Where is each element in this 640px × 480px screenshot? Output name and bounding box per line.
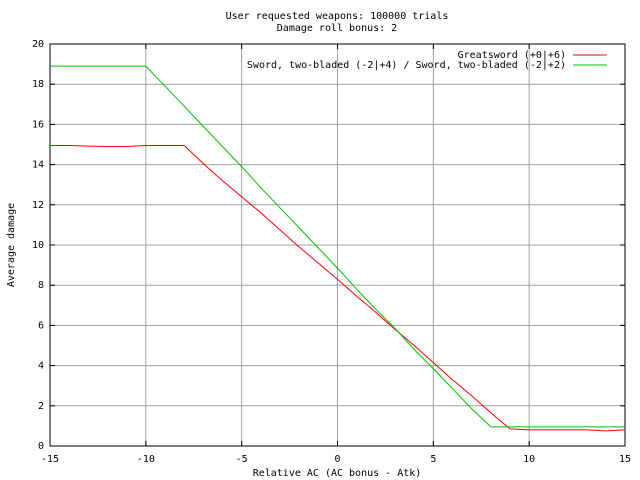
x-tick-label: -10	[137, 454, 155, 465]
y-axis-label: Average damage	[6, 203, 17, 287]
chart-subtitle: Damage roll bonus: 2	[277, 23, 397, 34]
legend-label-1: Greatsword (+0|+6)	[458, 50, 566, 61]
legend-label-2: Sword, two-bladed (-2|+4) / Sword, two-b…	[247, 60, 566, 71]
x-tick-label: -15	[41, 454, 59, 465]
y-tick-label: 2	[38, 401, 44, 412]
y-tick-label: 18	[32, 79, 44, 90]
x-tick-label: 0	[334, 454, 340, 465]
legend: Greatsword (+0|+6)Sword, two-bladed (-2|…	[247, 50, 607, 71]
y-tick-label: 6	[38, 320, 44, 331]
x-tick-label: 15	[619, 454, 631, 465]
y-tick-label: 10	[32, 240, 44, 251]
y-tick-label: 4	[38, 361, 44, 372]
y-tick-label: 14	[32, 160, 44, 171]
y-tick-label: 8	[38, 280, 44, 291]
x-axis-label: Relative AC (AC bonus - Atk)	[253, 468, 422, 479]
y-tick-label: 0	[38, 441, 44, 452]
series-lines	[50, 65, 626, 432]
y-tick-label: 16	[32, 119, 44, 130]
x-tick-label: 10	[523, 454, 535, 465]
y-tick-label: 20	[32, 39, 44, 50]
series-line-1	[50, 145, 626, 432]
axis-ticks: -15 -10 -5 0 5 10 15 0 2 4 6 8 10 12 14 16 18 20	[32, 39, 631, 465]
chart-title: User requested weapons: 100000 trials	[226, 11, 449, 22]
series-line-2	[50, 65, 625, 428]
x-tick-label: 5	[430, 454, 436, 465]
y-tick-label: 12	[32, 200, 44, 211]
x-tick-label: -5	[236, 454, 248, 465]
grid-lines	[50, 44, 625, 446]
